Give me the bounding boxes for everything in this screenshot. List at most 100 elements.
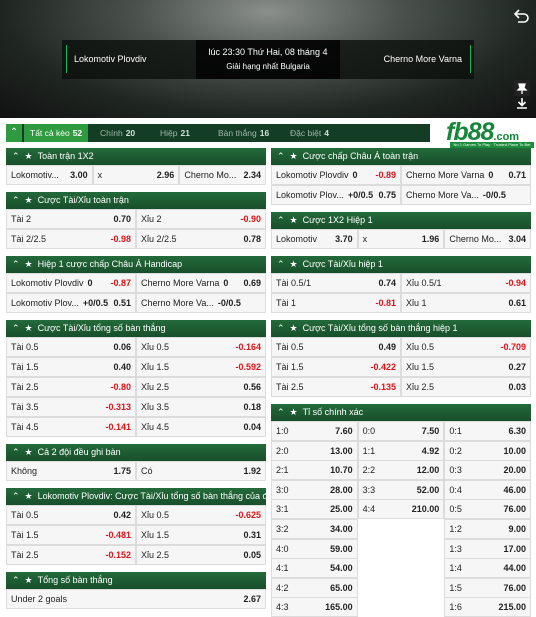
odds-cell[interactable]: 0:1 6.30 bbox=[444, 421, 531, 441]
odds-cell[interactable]: Cherno Mo... 3.04 bbox=[444, 229, 531, 249]
odds-cell[interactable]: Lokomotiv... 3.00 bbox=[6, 165, 93, 185]
odds-cell[interactable]: Tài 2.5 -0.80 bbox=[6, 377, 136, 397]
odds-cell[interactable]: 1:4 44.00 bbox=[444, 558, 531, 579]
tab[interactable]: Chính 20 bbox=[94, 124, 141, 142]
odds-cell[interactable]: 1:0 7.60 bbox=[271, 421, 358, 441]
odds-cell[interactable]: 1:6 215.00 bbox=[444, 597, 531, 617]
odds-cell[interactable]: Không 1.75 bbox=[6, 461, 136, 481]
section-header[interactable]: ⌃ ★ Cược Tài/Xỉu hiệp 1 bbox=[271, 256, 531, 273]
odds-cell[interactable]: 4:1 54.00 bbox=[271, 558, 358, 579]
section-header[interactable]: ⌃ ★ Cược 1X2 Hiệp 1 bbox=[271, 212, 531, 229]
odds-cell[interactable]: Lokomotiv Plovdiv 0 -0.89 bbox=[271, 165, 401, 185]
odds-cell[interactable]: 2:2 12.00 bbox=[357, 460, 445, 481]
section-header[interactable]: ⌃ ★ Tổng số bàn thắng bbox=[6, 572, 266, 589]
section-header[interactable]: ⌃ ★ Cả 2 đội đều ghi bàn bbox=[6, 444, 266, 461]
odds-cell[interactable]: Có 1.92 bbox=[136, 461, 266, 481]
odds-cell[interactable]: Tài 3.5 -0.313 bbox=[6, 397, 136, 417]
odds-cell[interactable]: Xỉu 0.5 -0.625 bbox=[136, 505, 266, 525]
odds-cell[interactable]: Xỉu 3.5 0.18 bbox=[136, 397, 266, 417]
odds-cell[interactable]: Xỉu 0.5 -0.709 bbox=[401, 337, 531, 357]
odds-cell[interactable]: x 1.96 bbox=[357, 229, 445, 249]
section-header[interactable]: ⌃ ★ Cược chấp Châu Á toàn trận bbox=[271, 148, 531, 165]
odds-cell[interactable]: Tài 1 -0.81 bbox=[271, 293, 401, 313]
section-title: Cược chấp Châu Á toàn trận bbox=[302, 151, 419, 161]
odds-cell[interactable]: 2:1 10.70 bbox=[271, 460, 358, 481]
odds-cell[interactable]: Lokomotiv Plov... +0/0.5 0.75 bbox=[271, 185, 401, 205]
odds-cell[interactable]: Cherno More Varna 0 0.69 bbox=[136, 273, 266, 293]
odds-cell[interactable]: Lokomotiv Plov... +0/0.5 0.51 bbox=[6, 293, 136, 313]
star-icon: ★ bbox=[24, 195, 33, 205]
odds-cell[interactable]: 0:5 76.00 bbox=[444, 499, 531, 520]
section-header[interactable]: ⌃ ★ Cược Tài/Xỉu tổng số bàn thắng bbox=[6, 320, 266, 337]
selection: 4:0 bbox=[276, 543, 289, 554]
odds-cell[interactable]: 1:1 4.92 bbox=[357, 440, 445, 461]
odds-cell[interactable]: 0:3 20.00 bbox=[444, 460, 531, 481]
odds-cell[interactable]: Cherno More Va...-0/0.5-0.93 bbox=[401, 185, 531, 205]
odds-cell[interactable]: Under 2 goals 2.67 bbox=[6, 589, 266, 609]
odds-cell[interactable]: Tài 2 0.70 bbox=[6, 209, 136, 229]
section-header[interactable]: ⌃ ★ Cược Tài/Xỉu toàn trận bbox=[6, 192, 266, 209]
tab[interactable]: Tất cả kèo 52 bbox=[24, 124, 89, 142]
odds-cell[interactable]: Xỉu 2/2.5 0.78 bbox=[136, 229, 266, 249]
odds-cell[interactable]: 4:3 165.00 bbox=[271, 597, 358, 617]
section-header[interactable]: ⌃ ★ Lokomotiv Plovdiv: Cược Tài/Xỉu tổng s… bbox=[6, 488, 266, 505]
odds-cell[interactable]: Xỉu 1.5 -0.592 bbox=[136, 357, 266, 377]
odds-cell[interactable]: Xỉu 0.5/1 -0.94 bbox=[401, 273, 531, 293]
odds-cell[interactable]: 1:5 76.00 bbox=[444, 577, 531, 598]
odds-cell[interactable]: Xỉu 2 -0.90 bbox=[136, 209, 266, 229]
odd: 59.00 bbox=[330, 543, 353, 554]
odds-cell[interactable]: 0:2 10.00 bbox=[444, 440, 531, 461]
odds-cell[interactable]: 1:3 17.00 bbox=[444, 538, 531, 559]
odds-cell[interactable]: Xỉu 1.5 0.31 bbox=[136, 525, 266, 545]
odds-cell[interactable]: 3:3 52.00 bbox=[357, 479, 445, 500]
odds-cell[interactable]: Lokomotiv Plovdiv 0 -0.87 bbox=[6, 273, 136, 293]
odds-cell[interactable]: 4:2 65.00 bbox=[271, 577, 358, 598]
odds-cell[interactable]: Cherno Mo... 2.34 bbox=[179, 165, 266, 185]
odds-cell[interactable]: 3:2 34.00 bbox=[271, 519, 358, 539]
odds-cell[interactable]: 0:4 46.00 bbox=[444, 479, 531, 500]
section-header[interactable]: ⌃ ★ Toàn trận 1X2 bbox=[6, 148, 266, 165]
odds-cell[interactable]: Tài 1.5 0.40 bbox=[6, 357, 136, 377]
odds-cell[interactable]: Tài 2.5 -0.152 bbox=[6, 545, 136, 565]
section-header[interactable]: ⌃ ★ Tỉ số chính xác bbox=[271, 404, 531, 421]
odds-cell[interactable]: Tài 0.5 0.06 bbox=[6, 337, 136, 357]
odd: 76.00 bbox=[503, 504, 526, 515]
odds-cell[interactable]: Tài 1.5 -0.481 bbox=[6, 525, 136, 545]
selection: 0:3 bbox=[449, 465, 462, 476]
section-header[interactable]: ⌃ ★ Hiệp 1 cược chấp Châu Á Handicap bbox=[6, 256, 266, 273]
odds-cell[interactable]: Xỉu 2.5 0.03 bbox=[401, 377, 531, 397]
odds-cell[interactable]: x 2.96 bbox=[92, 165, 180, 185]
selection: Tài 1.5 bbox=[11, 362, 39, 372]
odds-cell[interactable]: Cherno More Varna 0 0.71 bbox=[401, 165, 531, 185]
tab[interactable]: Đặc biệt 4 bbox=[284, 124, 335, 142]
odds-cell[interactable]: 0:0 7.50 bbox=[357, 421, 445, 441]
odds-cell[interactable]: 3:0 28.00 bbox=[271, 479, 358, 500]
tab[interactable]: Hiệp 21 bbox=[154, 124, 196, 142]
odds-cell[interactable]: 2:0 13.00 bbox=[271, 440, 358, 461]
odds-cell[interactable]: 3:1 25.00 bbox=[271, 499, 358, 520]
odds-cell[interactable]: 4:4 210.00 bbox=[357, 499, 445, 520]
odds-cell[interactable]: Tài 0.5 0.42 bbox=[6, 505, 136, 525]
odds-cell[interactable]: Xỉu 4.5 0.04 bbox=[136, 417, 266, 437]
odds-cell[interactable]: Tài 1.5 -0.422 bbox=[271, 357, 401, 377]
odds-cell[interactable]: Tài 0.5 0.49 bbox=[271, 337, 401, 357]
odds-cell[interactable]: Tài 2/2.5 -0.98 bbox=[6, 229, 136, 249]
odd: -0.152 bbox=[105, 550, 131, 560]
odds-cell[interactable]: Xỉu 2.5 0.05 bbox=[136, 545, 266, 565]
odd: 0.31 bbox=[243, 530, 261, 540]
odds-cell[interactable]: Cherno More Va...-0/0.5-0.69 bbox=[136, 293, 266, 313]
odds-cell[interactable]: Lokomotiv 3.70 bbox=[271, 229, 358, 249]
odds-cell[interactable]: Tài 0.5/1 0.74 bbox=[271, 273, 401, 293]
odds-cell[interactable]: Xỉu 1 0.61 bbox=[401, 293, 531, 313]
odds-cell[interactable]: 4:0 59.00 bbox=[271, 538, 358, 559]
collapse-toggle[interactable]: ⌃ bbox=[6, 124, 22, 142]
odds-cell[interactable]: Xỉu 2.5 0.56 bbox=[136, 377, 266, 397]
odds-cell[interactable]: Tài 4.5 -0.141 bbox=[6, 417, 136, 437]
odds-cell[interactable]: 1:2 9.00 bbox=[444, 519, 531, 539]
star-icon: ★ bbox=[24, 259, 33, 269]
section-header[interactable]: ⌃ ★ Cược Tài/Xỉu tổng số bàn thắng hiệp 1 bbox=[271, 320, 531, 337]
odds-cell[interactable]: Xỉu 0.5 -0.164 bbox=[136, 337, 266, 357]
tab[interactable]: Bàn thắng 16 bbox=[212, 124, 275, 142]
odds-cell[interactable]: Xỉu 1.5 0.27 bbox=[401, 357, 531, 377]
odds-cell[interactable]: Tài 2.5 -0.135 bbox=[271, 377, 401, 397]
